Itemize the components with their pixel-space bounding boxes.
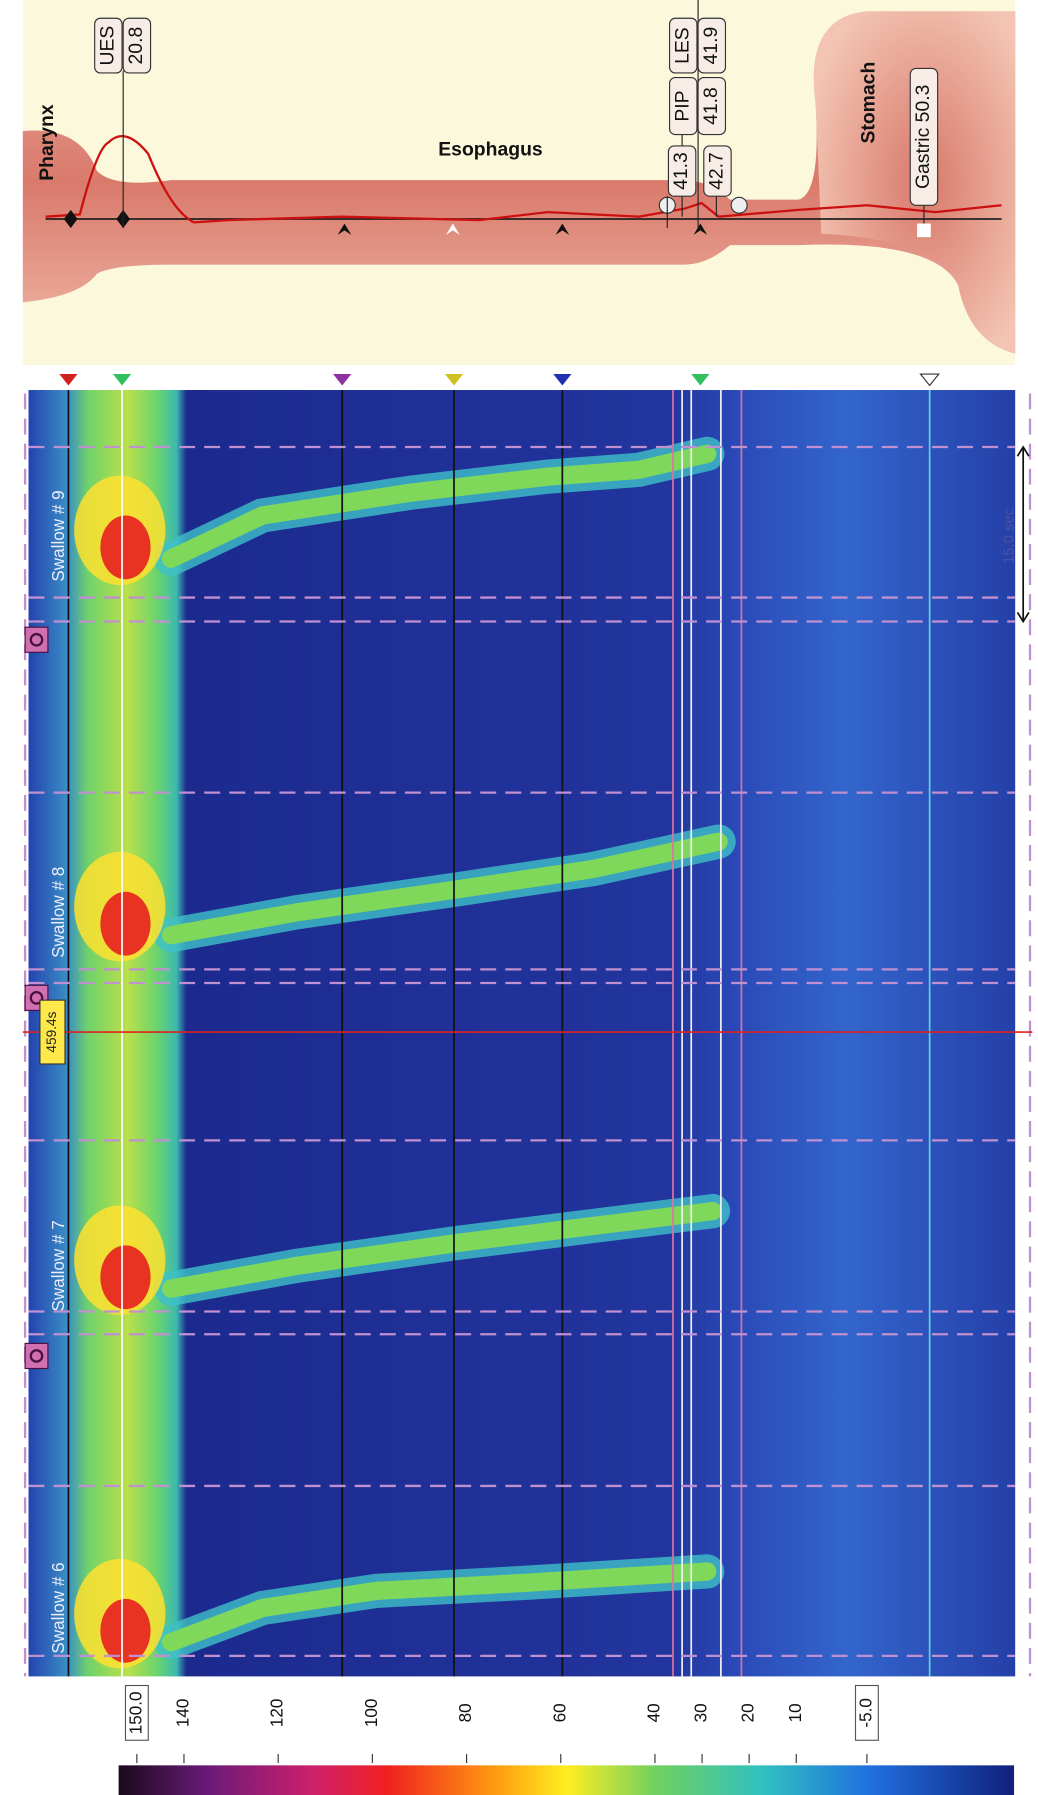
sensor-triangles	[59, 373, 940, 387]
colorbar-tick-label: 80	[456, 1703, 475, 1722]
sensor-marker	[917, 223, 931, 238]
contraction-core	[161, 1201, 723, 1298]
swallow-label: Swallow # 8	[49, 867, 68, 958]
interval-label: 15.0 sec	[1001, 507, 1017, 564]
contraction-core	[161, 1562, 717, 1652]
tract-shape	[22, 11, 1016, 354]
esophagus-label: Esophagus	[438, 139, 542, 161]
ues-peak-core	[100, 891, 151, 956]
time-cursor-box	[39, 999, 66, 1065]
colorbar-tick-label: 40	[644, 1703, 663, 1722]
marker-value: 42.7	[706, 152, 728, 190]
marker-value: 41.3	[670, 152, 692, 190]
colorbar-end-box	[124, 1684, 149, 1741]
les-label: LES	[671, 27, 693, 64]
contraction-core	[161, 444, 717, 568]
pressure-map	[28, 390, 1016, 1677]
les-value: 41.9	[700, 27, 722, 65]
colorbar-tick-label: 140	[173, 1699, 192, 1728]
sensor-circle	[730, 196, 748, 214]
event-dashes	[23, 393, 1032, 1677]
stomach-label: Stomach	[857, 62, 879, 144]
swallow-label: Swallow # 6	[49, 1562, 68, 1653]
colorbar-tick-label: 30	[692, 1703, 711, 1722]
swallow-label: Swallow # 7	[49, 1220, 68, 1311]
colorbar-tick-label: 10	[786, 1703, 805, 1722]
colorbar-gradient	[118, 1765, 1015, 1795]
interval-bracket	[1016, 445, 1030, 624]
colorbar-tick-label: 60	[550, 1703, 569, 1722]
ues-peak-core	[100, 1245, 151, 1310]
ues-label: UES	[96, 26, 118, 66]
pharynx-label: Pharynx	[36, 104, 58, 181]
pip-value: 41.8	[700, 87, 722, 125]
ues-peak-core	[100, 515, 151, 580]
event-icons	[29, 632, 44, 1363]
colorbar-tick-label: 20	[739, 1703, 758, 1722]
time-cursor-label: 459.4s	[44, 1011, 59, 1052]
label-boxes	[94, 17, 939, 206]
sensor-lines	[67, 390, 931, 1677]
contraction-core	[161, 832, 728, 945]
gastric-label: Gastric 50.3	[912, 85, 934, 189]
sensor-marker	[445, 223, 460, 235]
pressure-trace	[45, 135, 1002, 224]
swallow-label: Swallow # 9	[49, 490, 68, 581]
colorbar-tick-label: 150.0	[126, 1692, 145, 1735]
colorbar-end-box	[854, 1684, 879, 1741]
contractions: Swallow # 6 Swallow # 7 Swallow # 8 Swallow…	[49, 436, 736, 1669]
pip-label: PIP	[671, 90, 693, 121]
colorbar-tick-label: -5.0	[856, 1698, 875, 1727]
event-boxes	[24, 626, 49, 1370]
colorbar-ticks: 150.0 140 120 100 80 60 40 30 20 10 -5.0	[124, 1684, 879, 1764]
colorbar-tick-label: 120	[268, 1699, 287, 1728]
colorbar-tick-label: 100	[362, 1699, 381, 1728]
ues-peak-core	[100, 1598, 151, 1663]
ues-value: 20.8	[125, 27, 147, 65]
